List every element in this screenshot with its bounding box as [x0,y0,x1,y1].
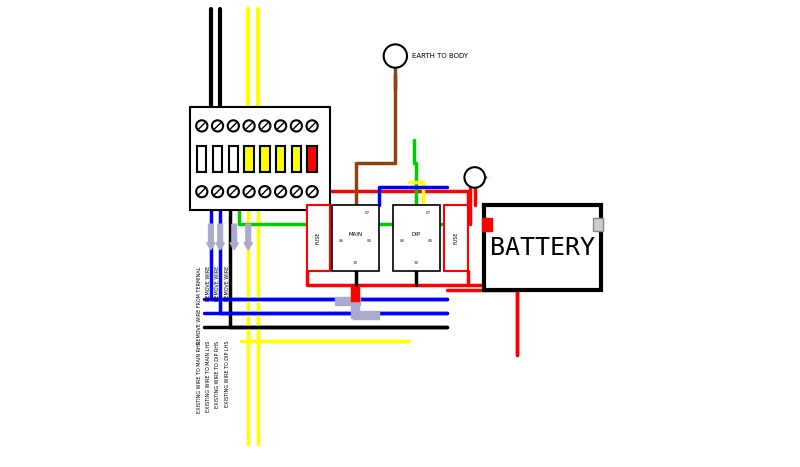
Bar [245,146,254,171]
Circle shape [306,186,318,197]
Bar [393,205,440,271]
Text: 87: 87 [426,212,430,215]
Circle shape [275,186,286,197]
Text: REMOVE WIRE: REMOVE WIRE [206,266,211,301]
Circle shape [228,120,239,132]
Circle shape [196,120,207,132]
Bar [229,146,238,171]
Text: FUSE: FUSE [316,232,321,244]
Bar [307,146,317,171]
Circle shape [243,186,254,197]
Text: EXISTING WIRE TO DIP LHS: EXISTING WIRE TO DIP LHS [225,341,230,407]
Bar [334,297,360,305]
Bar [292,146,301,171]
Text: FUSE: FUSE [454,232,458,244]
Text: EXISTING WIRE TO MAIN LHS: EXISTING WIRE TO MAIN LHS [206,341,211,412]
Circle shape [275,120,286,132]
Text: 30: 30 [414,261,419,265]
Text: MAIN: MAIN [349,233,362,237]
FancyArrow shape [244,224,253,250]
Circle shape [465,167,485,188]
Circle shape [290,120,302,132]
Text: EXISTING WIRE TO DIP RHS: EXISTING WIRE TO DIP RHS [215,341,220,408]
Circle shape [243,120,254,132]
Bar [260,146,270,171]
Circle shape [228,186,239,197]
Text: 85: 85 [428,240,433,243]
Bar [332,205,379,271]
Bar [213,146,222,171]
Bar [190,107,330,210]
Bar [276,146,286,171]
Bar [482,218,492,231]
Bar [306,205,330,271]
Text: 87: 87 [365,212,370,215]
Bar [351,287,359,301]
Circle shape [306,120,318,132]
Text: 85: 85 [367,240,372,243]
Text: REMOVE WIRE FROM TERMINAL: REMOVE WIRE FROM TERMINAL [197,266,202,344]
Text: REMOVE WIRE: REMOVE WIRE [215,266,220,301]
Circle shape [259,120,270,132]
Text: 86: 86 [339,240,344,243]
Circle shape [259,186,270,197]
Bar [444,205,468,271]
FancyArrow shape [206,224,215,250]
Circle shape [384,44,407,68]
FancyArrow shape [216,224,225,250]
Circle shape [212,120,223,132]
Bar [593,218,603,231]
Bar [354,311,379,319]
FancyArrow shape [230,224,238,250]
Circle shape [196,186,207,197]
Circle shape [290,186,302,197]
Bar [484,205,601,290]
Text: REMOVE WIRE: REMOVE WIRE [225,266,230,301]
Text: BATTERY: BATTERY [490,235,595,260]
Text: EXISTING WIRE TO MAIN RHS: EXISTING WIRE TO MAIN RHS [197,341,202,413]
Text: DIP: DIP [412,233,421,237]
Text: EARTH TO BODY: EARTH TO BODY [412,53,468,59]
Bar [351,304,359,318]
Text: 86: 86 [400,240,405,243]
Circle shape [212,186,223,197]
Text: 30: 30 [353,261,358,265]
Bar [197,146,206,171]
